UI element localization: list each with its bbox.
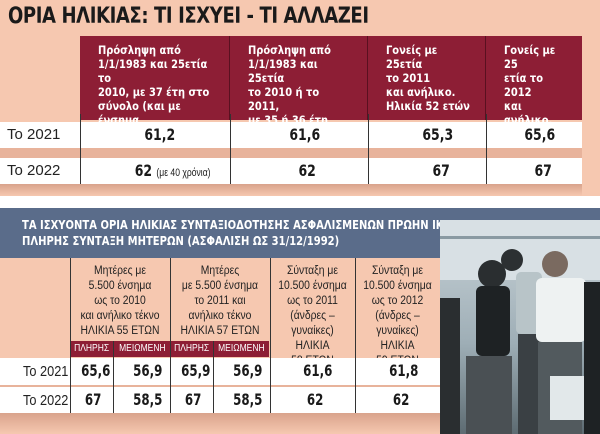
- cell: 61,2: [144, 125, 176, 144]
- t2-header-4-text: Σύνταξη με 10.500 ένσημα ως το 2012 (άνδ…: [363, 265, 432, 367]
- footer-band: [0, 184, 582, 196]
- cell: 61,8: [389, 361, 419, 380]
- divider: [486, 114, 487, 184]
- t2-header-2-text: Μητέρες με 5.500 ένσημα το 2011 και ανήλ…: [180, 265, 260, 337]
- divider: [213, 341, 214, 413]
- t2-header-1: Μητέρες με 5.500 ένσημα ως το 2010 και α…: [70, 258, 170, 356]
- cell: 67: [534, 161, 552, 180]
- divider: [113, 341, 114, 413]
- cell: 62 (με 40 χρόνια): [135, 161, 211, 180]
- row-label: Το 2022: [22, 392, 68, 409]
- footer-band: [0, 413, 440, 434]
- table1-panel: ΟΡΙΑ ΗΛΙΚΙΑΣ: ΤΙ ΙΣΧΥΕΙ - ΤΙ ΑΛΛΑΖΕΙ Πρό…: [0, 0, 600, 196]
- divider: [355, 258, 356, 413]
- row-divider: [0, 148, 582, 158]
- t1-header-3-text: Γονείς με 25ετία το 2011 και ανήλικο. Ηλ…: [386, 43, 470, 113]
- row-divider: [0, 385, 440, 387]
- t2-header-1-text: Μητέρες με 5.500 ένσημα ως το 2010 και α…: [80, 265, 160, 337]
- t1-header-1: Πρόσληψη από 1/1/1983 και 25ετία το 2010…: [80, 36, 230, 141]
- cell: 56,9: [133, 361, 163, 380]
- cell: 61,6: [303, 361, 333, 380]
- cell: 61,6: [289, 125, 321, 144]
- subheader-reduced: ΜΕΙΩΜΕΝΗ: [214, 341, 269, 357]
- divider: [80, 114, 81, 184]
- t2-header-3-text: Σύνταξη με 10.500 ένσημα ως το 2011 (άνδ…: [278, 265, 347, 367]
- subheader-full: ΠΛΗΡΗΣ: [70, 341, 113, 357]
- t2-header-3: Σύνταξη με 10.500 ένσημα ως το 2011 (άνδ…: [270, 258, 355, 367]
- cell: 58,5: [133, 390, 163, 409]
- cell: 65,6: [524, 125, 556, 144]
- divider: [368, 114, 369, 184]
- t1-header-2: Πρόσληψη από 1/1/1983 και 25ετία το 2010…: [230, 36, 368, 169]
- cell-value: 62: [134, 161, 153, 180]
- t1-row-2022: Το 2022 62 (με 40 χρόνια) 62 67 67: [0, 158, 582, 184]
- t2-header-2: Μητέρες με 5.500 ένσημα το 2011 και ανήλ…: [170, 258, 270, 356]
- subheader-text: ΠΛΗΡΗΣ: [173, 343, 210, 354]
- divider: [170, 258, 171, 413]
- t2-row-2021: Το 2021 65,6 56,9 65,9 56,9 61,6 61,8: [0, 358, 440, 385]
- cell: 56,9: [233, 361, 263, 380]
- t1-header-3: Γονείς με 25ετία το 2011 και ανήλικο. Ηλ…: [368, 36, 486, 120]
- cell: 58,5: [233, 390, 263, 409]
- row-label: Το 2021: [22, 363, 68, 380]
- divider: [70, 258, 71, 413]
- row-label: Το 2022: [7, 162, 61, 179]
- row-label: Το 2021: [7, 126, 61, 143]
- cell: 65,9: [181, 361, 211, 380]
- cell: 62: [306, 390, 324, 409]
- photo-illustration: [440, 220, 600, 434]
- title-line-2: ΠΛΗΡΗΣ ΣΥΝΤΑΞΗ ΜΗΤΕΡΩΝ (ΑΣΦΑΛΙΣΗ ΩΣ 31/1…: [22, 233, 340, 248]
- title-line-1: ΤΑ ΙΣΧΥΟΝΤΑ ΟΡΙΑ ΗΛΙΚΙΑΣ ΣΥΝΤΑΞΙΟΔΟΤΗΣΗΣ…: [22, 217, 452, 232]
- cell: 65,6: [81, 361, 111, 380]
- cell-note: (με 40 χρόνια): [156, 167, 211, 179]
- subheader-text: ΠΛΗΡΗΣ: [73, 343, 110, 354]
- divider: [270, 258, 271, 413]
- t2-header-4: Σύνταξη με 10.500 ένσημα ως το 2012 (άνδ…: [355, 258, 440, 367]
- cell: 62: [392, 390, 410, 409]
- t1-header-4: Γονείς με 25 ετία το 2012 και ανήλικο. Η…: [486, 36, 582, 155]
- subheader-reduced: ΜΕΙΩΜΕΝΗ: [114, 341, 170, 357]
- t2-row-2022: Το 2022 67 58,5 67 58,5 62 62: [0, 387, 440, 413]
- page-title: ΟΡΙΑ ΗΛΙΚΙΑΣ: ΤΙ ΙΣΧΥΕΙ - ΤΙ ΑΛΛΑΖΕΙ: [8, 4, 369, 29]
- table2-panel: ΤΑ ΙΣΧΥΟΝΤΑ ΟΡΙΑ ΗΛΙΚΙΑΣ ΣΥΝΤΑΞΙΟΔΟΤΗΣΗΣ…: [0, 208, 452, 434]
- cell: 65,3: [422, 125, 454, 144]
- pensioners-photo: [440, 208, 600, 434]
- subheader-text: ΜΕΙΩΜΕΝΗ: [118, 343, 166, 354]
- divider: [230, 114, 231, 184]
- cell: 67: [184, 390, 202, 409]
- t1-row-2021: Το 2021 61,2 61,6 65,3 65,6: [0, 122, 582, 148]
- cell: 67: [84, 390, 102, 409]
- cell: 62: [298, 161, 316, 180]
- subheader-full: ΠΛΗΡΗΣ: [170, 341, 213, 357]
- subheader-text: ΜΕΙΩΜΕΝΗ: [218, 343, 265, 354]
- table2-title: ΤΑ ΙΣΧΥΟΝΤΑ ΟΡΙΑ ΗΛΙΚΙΑΣ ΣΥΝΤΑΞΙΟΔΟΤΗΣΗΣ…: [0, 208, 452, 258]
- cell: 67: [432, 161, 450, 180]
